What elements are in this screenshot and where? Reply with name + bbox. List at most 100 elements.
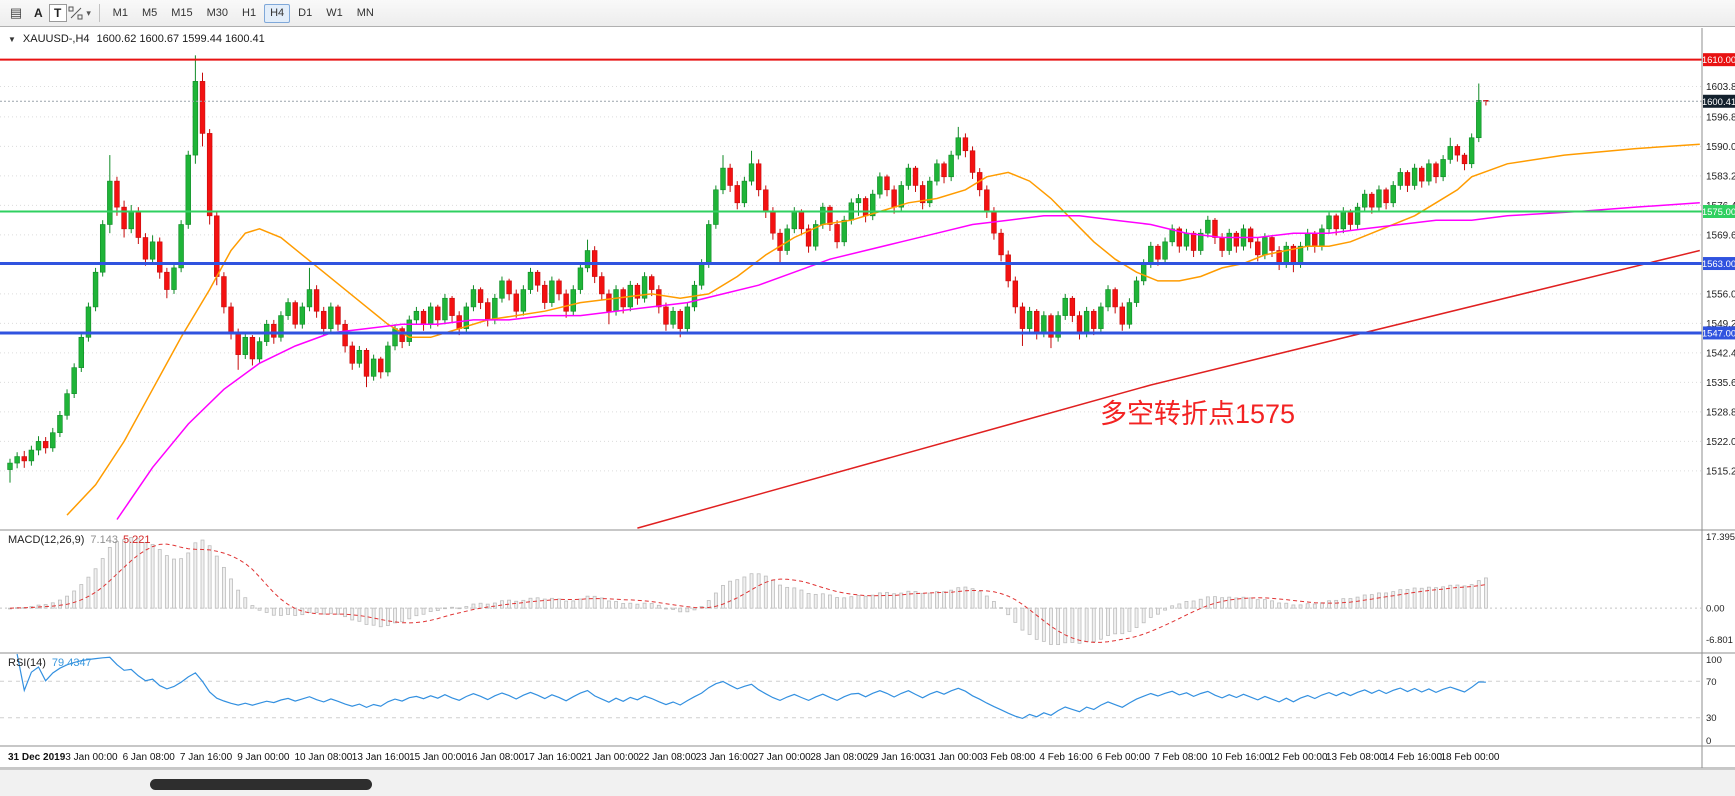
candle xyxy=(520,289,527,312)
macd-bar xyxy=(1270,600,1274,609)
macd-bar xyxy=(214,555,219,609)
timeframe-button-h1[interactable]: H1 xyxy=(236,4,262,23)
candle xyxy=(934,163,940,182)
horizontal-scrollbar[interactable] xyxy=(150,779,372,790)
macd-bar xyxy=(649,603,654,609)
timeframe-button-m30[interactable]: M30 xyxy=(201,4,234,23)
macd-bar xyxy=(877,592,882,609)
macd-bar xyxy=(1426,586,1431,609)
candle xyxy=(919,185,926,204)
candle xyxy=(1105,289,1111,308)
macd-bar xyxy=(671,607,675,610)
macd-bar xyxy=(457,607,462,610)
candle xyxy=(78,336,85,368)
candle xyxy=(877,176,883,195)
candle xyxy=(784,228,790,251)
candle xyxy=(962,137,969,152)
candle xyxy=(192,81,199,156)
time-axis-label: 22 Jan 08:00 xyxy=(638,752,696,763)
macd-bar xyxy=(1327,600,1331,609)
candle xyxy=(199,81,206,134)
shapes-tool-icon xyxy=(68,6,83,20)
macd-bar xyxy=(421,607,426,615)
candle xyxy=(420,310,427,325)
macd-axis-label: 17.395 xyxy=(1706,532,1735,543)
price-gridlines xyxy=(0,86,1702,472)
price-axis-label: 1569.60 xyxy=(1706,230,1735,241)
charts-menu-icon[interactable]: ▤ xyxy=(9,5,23,20)
drawing-tools-button[interactable]: ▾ xyxy=(68,3,92,23)
timeframe-button-d1[interactable]: D1 xyxy=(292,4,318,23)
macd-bar xyxy=(378,607,383,628)
macd-bar xyxy=(86,576,91,609)
candle xyxy=(1461,154,1468,165)
price-badge xyxy=(1703,326,1735,340)
macd-bar xyxy=(107,547,112,609)
price-axis-badges: 1610.00 1575.00 1563.00 1547.00 1600.41 xyxy=(1702,53,1735,340)
candle xyxy=(321,310,327,329)
macd-bar xyxy=(1476,580,1481,609)
candle xyxy=(584,250,591,269)
candle xyxy=(791,211,798,230)
macd-bar xyxy=(1041,607,1046,642)
candle xyxy=(884,176,890,191)
price-axis-label: 1603.80 xyxy=(1706,82,1735,93)
macd-bar xyxy=(1120,607,1125,635)
text-box-tool-button[interactable]: T xyxy=(48,4,67,22)
macd-bar xyxy=(564,600,569,609)
macd-bar xyxy=(464,606,469,609)
macd-bar xyxy=(1063,607,1068,644)
candle xyxy=(370,358,377,377)
timeframe-button-m15[interactable]: M15 xyxy=(165,4,198,23)
macd-bar xyxy=(1205,596,1210,609)
macd-panel-label: MACD(12,26,9) 7.143 5.221 xyxy=(8,534,150,546)
macd-bar xyxy=(150,544,155,609)
macd-bar xyxy=(870,594,875,609)
price-badge xyxy=(1703,53,1735,67)
macd-bar xyxy=(1248,597,1253,609)
candle xyxy=(955,137,961,156)
price-axis[interactable]: 1603.801596.801590.001583.201576.401569.… xyxy=(1706,82,1735,477)
candle xyxy=(1283,245,1289,264)
candle xyxy=(135,211,142,238)
candle xyxy=(1133,280,1140,303)
trendline-red[interactable] xyxy=(637,249,1700,529)
price-axis-label: 1515.20 xyxy=(1706,466,1735,477)
candle xyxy=(870,193,876,217)
macd-bar xyxy=(1469,584,1474,609)
symbol-dropdown-icon[interactable]: ▼ xyxy=(8,34,16,44)
macd-bar xyxy=(350,607,355,621)
candle xyxy=(670,310,676,325)
macd-bar xyxy=(1277,602,1282,609)
time-axis-label: 7 Jan 16:00 xyxy=(180,752,233,763)
time-axis-label: 17 Jan 16:00 xyxy=(524,752,582,763)
candle xyxy=(1190,232,1197,251)
timeframe-button-m5[interactable]: M5 xyxy=(136,4,163,23)
rsi-axis-label: 100 xyxy=(1706,655,1722,666)
rsi-line xyxy=(16,653,1486,720)
macd-bar xyxy=(763,575,768,609)
annotation-text[interactable]: 多空转折点1575 xyxy=(1100,399,1296,429)
macd-bar xyxy=(942,591,946,609)
candle xyxy=(349,345,355,364)
macd-bar xyxy=(557,598,561,609)
macd-bar xyxy=(1291,604,1296,609)
macd-bar xyxy=(286,607,290,615)
macd-bar xyxy=(428,607,433,612)
macd-bar xyxy=(1163,607,1167,611)
price-axis-label: 1556.00 xyxy=(1706,289,1735,300)
macd-bar xyxy=(692,607,697,611)
candle xyxy=(570,289,576,312)
candle xyxy=(71,367,77,394)
macd-bar xyxy=(1434,587,1438,609)
macd-bar xyxy=(172,558,176,609)
ma-mid-magenta[interactable] xyxy=(116,202,1700,520)
candle xyxy=(720,167,726,191)
timeframe-button-mn[interactable]: MN xyxy=(351,4,380,23)
timeframe-button-w1[interactable]: W1 xyxy=(320,4,349,23)
timeframe-button-h4[interactable]: H4 xyxy=(264,3,291,23)
timeframe-button-m1[interactable]: M1 xyxy=(107,4,134,23)
candle xyxy=(827,206,833,225)
text-label-tool-button[interactable]: A xyxy=(29,3,48,23)
